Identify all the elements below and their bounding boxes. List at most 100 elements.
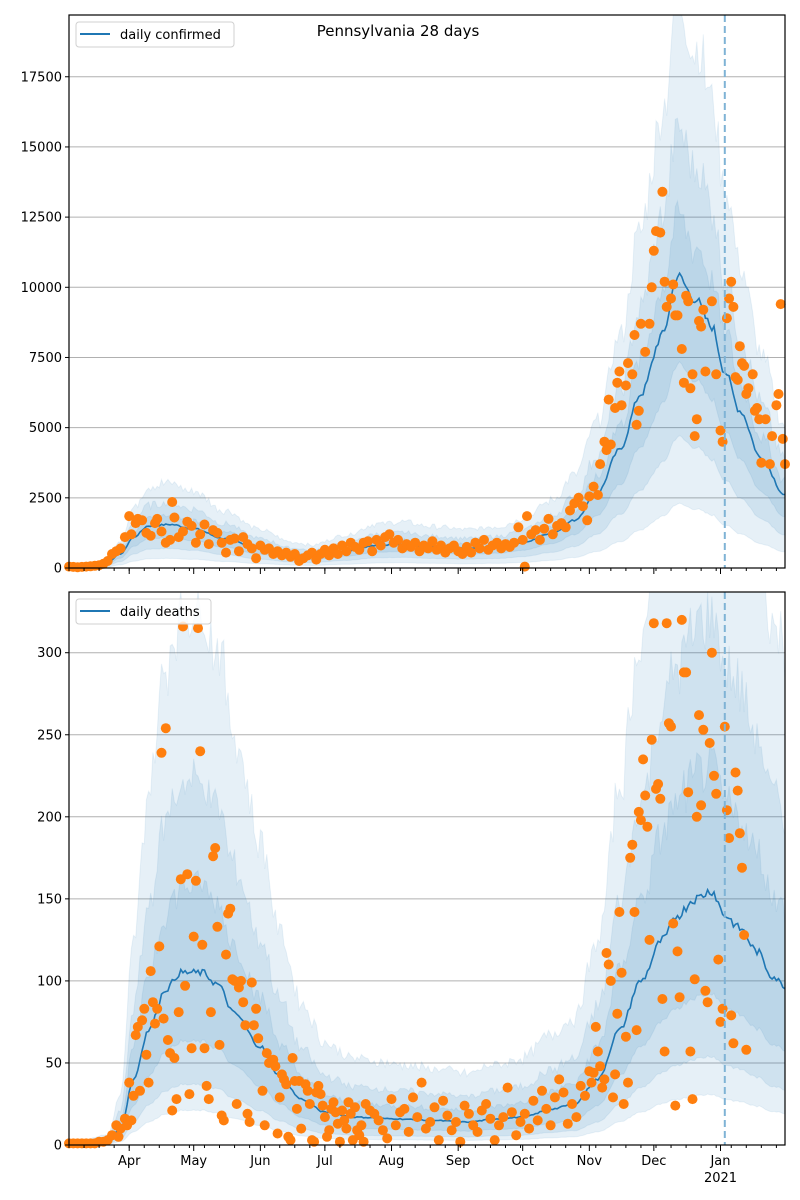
- observed-point: [231, 1099, 242, 1109]
- observed-point: [560, 522, 571, 533]
- observed-point: [713, 954, 724, 965]
- observed-point: [773, 389, 784, 399]
- observed-point: [341, 546, 352, 557]
- observed-point: [539, 523, 550, 534]
- legend-box: [75, 598, 212, 625]
- observed-point: [425, 1117, 436, 1127]
- axes-border: [68, 591, 786, 1146]
- y-tick-label: 300: [37, 646, 62, 661]
- observed-point: [451, 1117, 461, 1127]
- observed-point: [698, 724, 709, 735]
- observed-point: [337, 1105, 348, 1116]
- observed-point: [240, 1020, 251, 1031]
- observed-point: [427, 536, 438, 547]
- observed-point: [588, 1067, 599, 1078]
- y-tick-label: 200: [37, 810, 62, 825]
- observed-point: [485, 1113, 496, 1124]
- observed-point: [190, 537, 201, 548]
- observed-point: [152, 1003, 163, 1014]
- observed-point: [666, 293, 676, 304]
- observed-point: [384, 529, 395, 540]
- observed-point: [627, 369, 638, 380]
- observed-point: [627, 839, 638, 850]
- observed-point: [646, 734, 657, 745]
- observed-point: [739, 360, 750, 371]
- observed-point: [678, 377, 689, 388]
- observed-point: [670, 1100, 681, 1111]
- observed-point: [567, 1099, 578, 1109]
- observed-point: [608, 1092, 618, 1103]
- observed-point: [253, 1033, 264, 1044]
- observed-point: [438, 1095, 449, 1106]
- observed-point: [214, 1039, 225, 1050]
- y-tick-label: 7500: [29, 351, 62, 366]
- observed-point: [375, 540, 386, 551]
- observed-point: [221, 547, 231, 558]
- observed-point: [545, 1120, 556, 1131]
- observed-point: [614, 907, 625, 917]
- observed-point: [386, 1094, 397, 1105]
- observed-point: [562, 1118, 573, 1129]
- observed-point: [631, 419, 642, 430]
- observed-point: [683, 787, 694, 798]
- observed-point: [216, 537, 227, 548]
- observed-point: [481, 1099, 492, 1109]
- observed-point: [259, 1120, 270, 1131]
- observed-point: [741, 1044, 752, 1055]
- observed-point: [324, 1125, 335, 1136]
- observed-point: [638, 754, 649, 765]
- observed-point: [433, 1135, 444, 1146]
- observed-point: [709, 770, 719, 781]
- observed-point: [339, 1115, 350, 1126]
- observed-point: [648, 618, 659, 629]
- observed-point: [717, 436, 728, 447]
- observed-point: [588, 481, 599, 492]
- legend: daily confirmed: [75, 21, 235, 48]
- axes-frame: [68, 591, 786, 1146]
- observed-point: [281, 1079, 292, 1090]
- observed-point: [610, 1069, 621, 1080]
- observed-point: [248, 1020, 259, 1031]
- observed-point: [130, 1030, 141, 1041]
- observed-point: [717, 1003, 728, 1014]
- observed-point: [334, 1136, 345, 1147]
- observed-point: [193, 623, 203, 634]
- observed-point: [257, 1085, 268, 1096]
- observed-point: [182, 869, 193, 880]
- observed-point: [474, 543, 485, 554]
- observed-point: [446, 1125, 457, 1136]
- observed-point: [509, 537, 520, 548]
- observed-point: [706, 296, 717, 307]
- observed-point: [728, 1038, 739, 1049]
- observed-point: [655, 227, 666, 238]
- observed-point: [393, 534, 403, 545]
- y-tick-label: 0: [54, 562, 62, 577]
- observed-point: [625, 852, 636, 863]
- observed-point: [549, 1092, 560, 1103]
- observed-point: [208, 851, 219, 862]
- observed-point: [203, 539, 214, 550]
- observed-point: [558, 1087, 569, 1098]
- observed-point: [403, 1126, 414, 1137]
- observed-point: [537, 1085, 547, 1096]
- observed-point: [410, 537, 421, 548]
- legend-label: daily deaths: [120, 605, 200, 620]
- observed-point: [115, 543, 126, 554]
- observed-point: [734, 341, 745, 352]
- x-axis-ticks: Apr May Jun Jul Aug Sep Oct Nov Dec Jan 2021: [68, 1145, 777, 1186]
- observed-point: [691, 414, 702, 425]
- observed-point: [390, 1120, 401, 1131]
- observed-point: [309, 1136, 320, 1147]
- observed-point: [775, 299, 786, 310]
- observed-point: [640, 790, 651, 801]
- observed-point: [577, 501, 588, 512]
- observed-point: [399, 1103, 410, 1114]
- observed-point: [595, 459, 606, 470]
- panel-daily-confirmed: 0 2500 5000 7500 10000 12500 15000 17500 daily …: [21, 14, 790, 577]
- observed-point: [640, 346, 651, 357]
- observed-point: [534, 534, 545, 545]
- observed-point: [603, 959, 614, 970]
- x-tick-year-label: 2021: [704, 1171, 737, 1186]
- observed-point: [700, 985, 711, 996]
